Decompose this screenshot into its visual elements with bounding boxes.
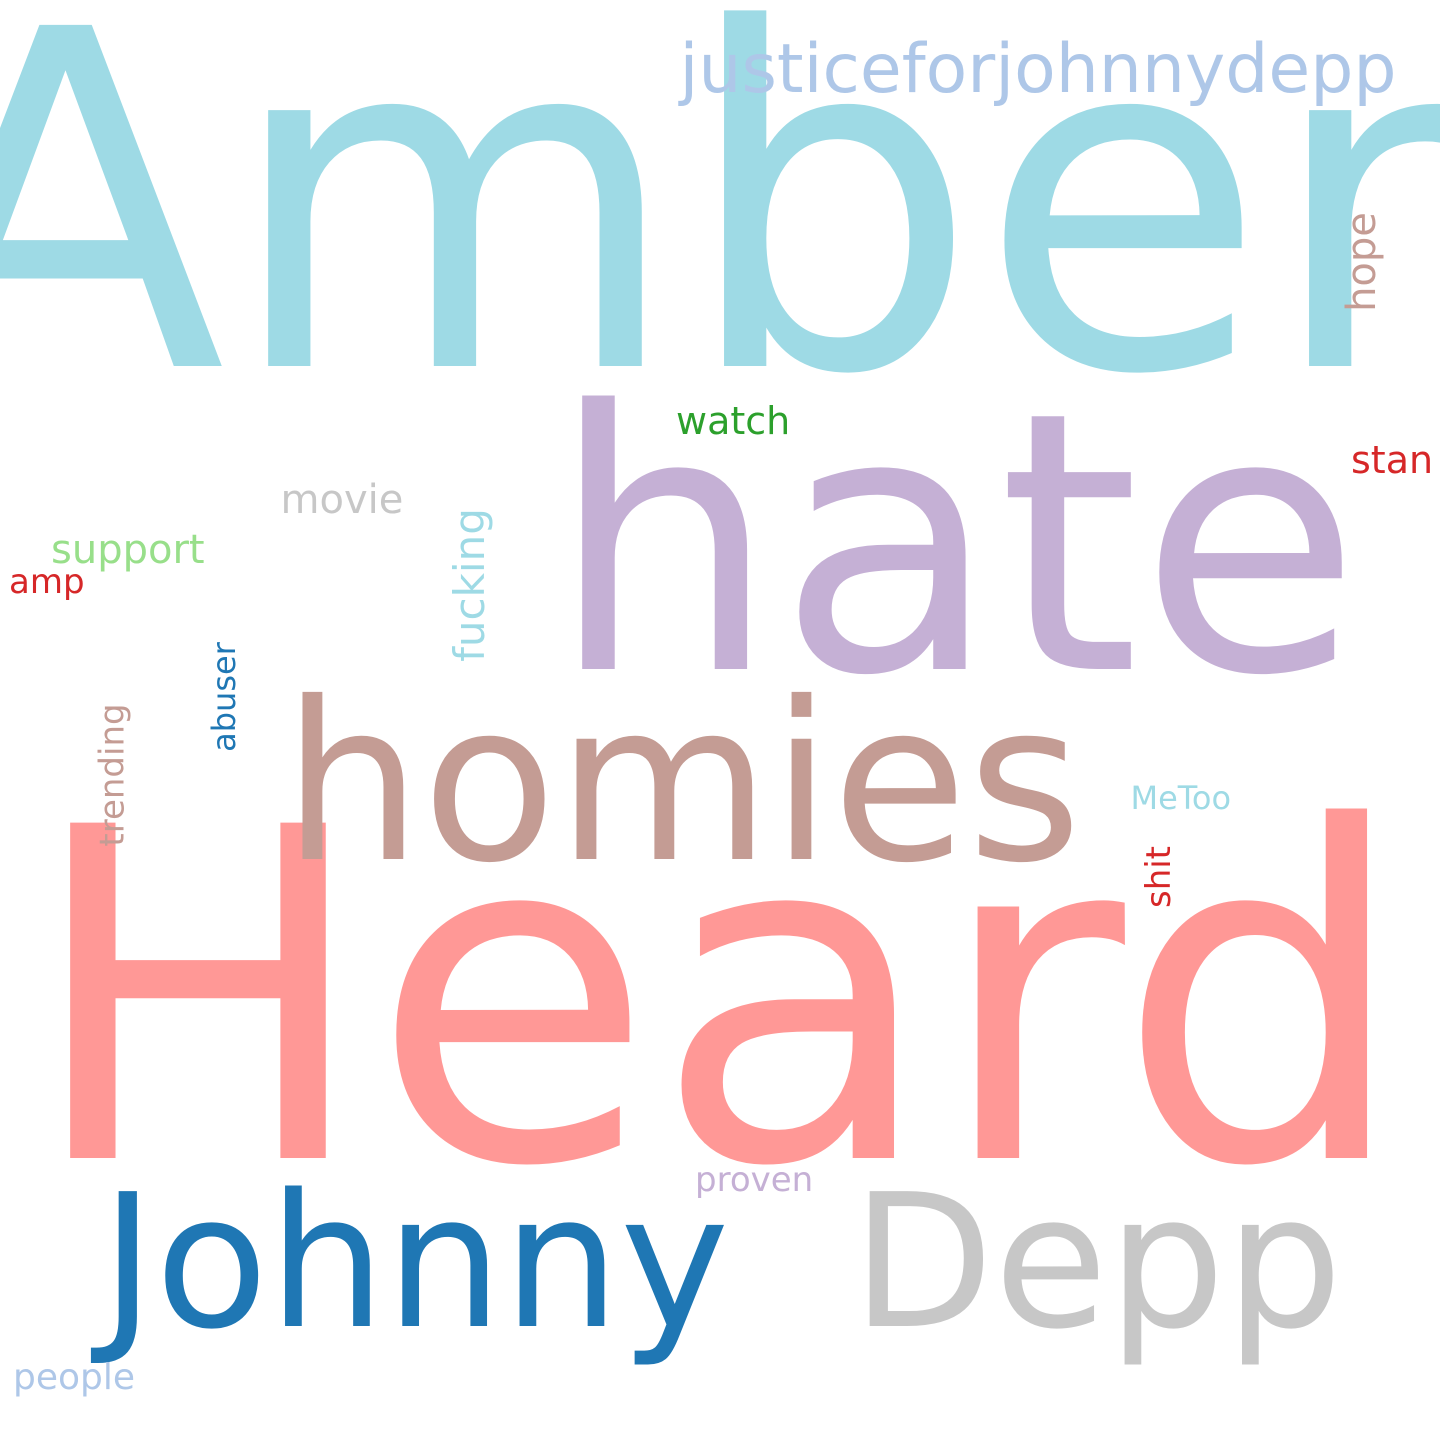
- word-amp: amp: [9, 562, 85, 602]
- word-homies: homies: [282, 655, 1082, 911]
- word-hope: hope: [1338, 212, 1385, 312]
- word-proven: proven: [695, 1160, 814, 1200]
- word-watch: watch: [676, 399, 791, 443]
- word-shit: shit: [1139, 845, 1180, 909]
- word-trending: trending: [92, 703, 133, 847]
- word-heard: Heard: [25, 732, 1409, 1267]
- word-justiceforjohnnydepp: justiceforjohnnydepp: [679, 30, 1397, 109]
- word-abuser: abuser: [204, 642, 243, 752]
- word-movie: movie: [280, 477, 404, 523]
- word-depp: Depp: [851, 1153, 1343, 1370]
- word-johnny: Johnny: [100, 1153, 730, 1370]
- word-metoo: MeToo: [1130, 779, 1232, 817]
- word-hate: hate: [549, 335, 1361, 754]
- word-people: people: [13, 1357, 136, 1398]
- word-fucking: fucking: [444, 508, 494, 662]
- word-support: support: [51, 527, 205, 573]
- word-stan: stan: [1351, 438, 1434, 482]
- word-amber: Amber: [0, 0, 1440, 477]
